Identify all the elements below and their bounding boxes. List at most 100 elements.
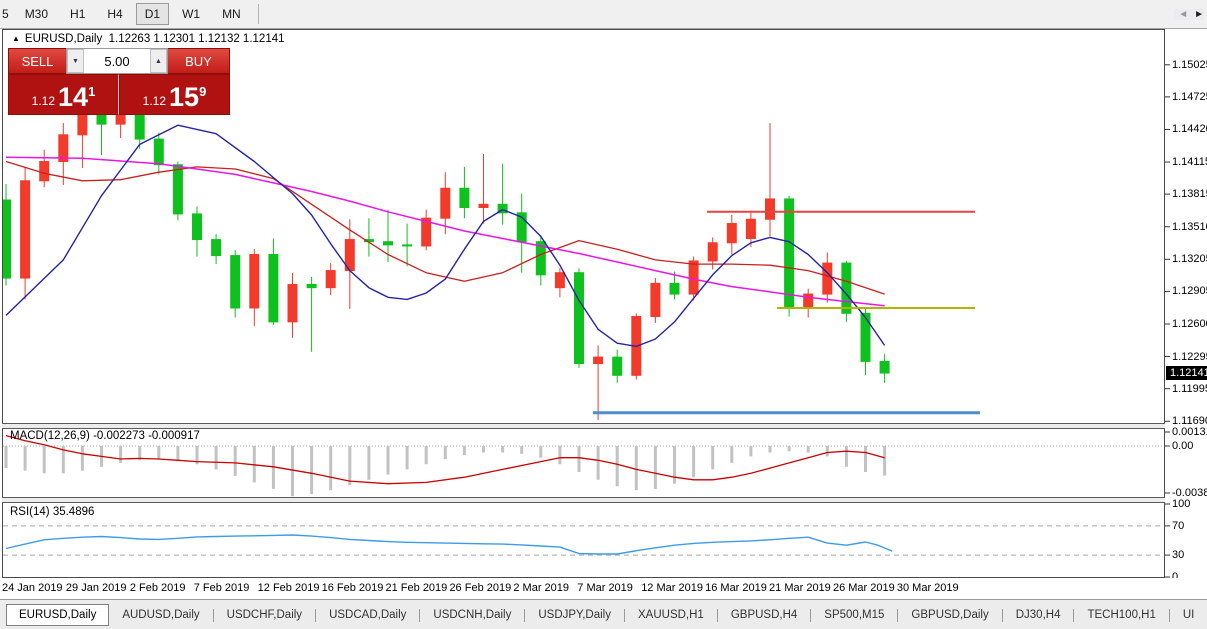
price-tick-label: 1.14725 [1172, 90, 1207, 103]
tab-divider [1073, 608, 1075, 622]
price-tick-label: 1.14420 [1172, 123, 1207, 136]
date-tick-label: 26 Mar 2019 [832, 582, 895, 594]
date-tick-label: 12 Mar 2019 [641, 582, 703, 594]
sell-price-prefix: 1.12 [31, 94, 56, 108]
price-tick-label: 1.12600 [1172, 318, 1207, 330]
tab-divider [897, 608, 899, 622]
tab-divider [419, 608, 421, 622]
tab-tech100-h1[interactable]: TECH100,H1 [1087, 609, 1156, 621]
rsi-tick-label: 0 [1172, 571, 1179, 583]
price-tick-label: 1.13815 [1172, 188, 1207, 201]
timeframe-button-mn[interactable]: MN [222, 7, 241, 21]
sell-price-big: 14 [58, 82, 89, 112]
date-tick-label: 29 Jan 2019 [65, 582, 127, 594]
sell-price-sup: 1 [88, 84, 96, 99]
tab-gbpusd-daily[interactable]: GBPUSD,Daily [911, 609, 989, 621]
tab-divider [716, 608, 718, 622]
date-tick-label: 16 Mar 2019 [705, 582, 767, 594]
date-tick-label: 12 Feb 2019 [257, 582, 320, 594]
tab-divider [212, 608, 214, 622]
price-tick-label: 1.15025 [1172, 58, 1207, 71]
macd-tick-label: 0.001313 [1172, 426, 1207, 438]
macd-tick-label: -0.003862 [1172, 487, 1207, 499]
tab-usdjpy-daily[interactable]: USDJPY,Daily [538, 609, 611, 621]
tab-usdcnh-daily[interactable]: USDCNH,Daily [433, 609, 512, 621]
timeframe-toolbar: 5 M30 H1 H4 D1 W1 MN [0, 0, 1207, 29]
date-tick-label: 16 Feb 2019 [321, 582, 384, 594]
timeframe-button-partial[interactable]: 5 [2, 7, 9, 21]
price-tick-label: 1.13510 [1172, 220, 1207, 233]
tab-eurusd-daily[interactable]: EURUSD,Daily [6, 604, 110, 626]
buy-price-prefix: 1.12 [142, 94, 167, 108]
chart-ohlc-values: 1.12263 1.12301 1.12132 1.12141 [108, 33, 285, 45]
tab-usdchf-daily[interactable]: USDCHF,Daily [226, 609, 303, 621]
chart-symbol-label: EURUSD,Daily [24, 33, 103, 45]
collapse-panel-icon[interactable]: ▲ [12, 34, 20, 43]
tab-usdcad-daily[interactable]: USDCAD,Daily [329, 609, 407, 621]
date-tick-label: 2 Mar 2019 [513, 582, 570, 594]
date-tick-label: 7 Feb 2019 [193, 582, 250, 594]
volume-decrease-icon[interactable]: ▼ [67, 49, 84, 73]
rsi-tick-label: 30 [1172, 549, 1185, 562]
tab-audusd-daily[interactable]: AUDUSD,Daily [122, 609, 200, 621]
volume-increase-icon[interactable]: ▲ [150, 49, 167, 73]
price-tick-label: 1.12295 [1172, 350, 1207, 363]
sell-price-display[interactable]: 1.12 14 1 [8, 74, 119, 115]
tab-divider [1168, 608, 1170, 622]
toolbar-separator [257, 4, 259, 24]
pane-splitter-macd[interactable] [2, 423, 1165, 429]
macd-indicator-label: MACD(12,26,9) -0.002273 -0.000917 [10, 430, 200, 442]
tab-divider [524, 608, 526, 622]
buy-button[interactable]: BUY [168, 48, 230, 74]
price-tick-label: 1.11995 [1172, 382, 1207, 395]
timeframe-button-m30[interactable]: M30 [24, 7, 49, 21]
buy-price-big: 15 [169, 82, 200, 112]
date-tick-label: 21 Feb 2019 [385, 582, 448, 594]
date-tick-label: 21 Mar 2019 [769, 582, 831, 594]
chart-tabs: EURUSD,Daily AUDUSD,Daily USDCHF,Daily USDC… [0, 604, 1207, 626]
macd-tick-label: 0.00 [1172, 440, 1194, 452]
date-tick-label: 24 Jan 2019 [2, 582, 63, 594]
timeframe-button-h1[interactable]: H1 [70, 7, 86, 21]
tab-divider [810, 608, 812, 622]
tab-ui[interactable]: UI [1182, 609, 1195, 621]
price-tick-label: 1.13205 [1172, 253, 1207, 266]
tab-scroll-right-icon[interactable]: ► [1194, 9, 1204, 20]
date-tick-label: 30 Mar 2019 [896, 582, 959, 594]
price-tick-label: 1.12905 [1172, 285, 1207, 298]
sell-button[interactable]: SELL [8, 48, 66, 74]
tab-scroll-left-icon[interactable]: ◄ [1178, 9, 1189, 20]
tab-xauusd-h1[interactable]: XAUUSD,H1 [638, 609, 704, 621]
rsi-indicator-label: RSI(14) 35.4896 [10, 506, 95, 518]
tab-gbpusd-h4[interactable]: GBPUSD,H4 [730, 609, 798, 621]
tab-dj30-h4[interactable]: DJ30,H4 [1015, 609, 1061, 621]
one-click-trading-panel: SELL ▼ 5.00 ▲ BUY 1.12 14 1 1.12 15 9 [8, 48, 230, 115]
pane-splitter-rsi[interactable] [2, 497, 1165, 503]
date-tick-label: 7 Mar 2019 [577, 582, 633, 594]
timeframe-button-d1[interactable]: D1 [135, 3, 170, 25]
timeframe-button-w1[interactable]: W1 [182, 7, 201, 21]
buy-price-display[interactable]: 1.12 15 9 [119, 74, 230, 115]
price-tick-label: 1.14115 [1172, 156, 1207, 169]
date-tick-label: 26 Feb 2019 [449, 582, 512, 594]
volume-box: ▼ 5.00 ▲ [66, 48, 168, 74]
tab-scroll-buttons: ◄ ► [1174, 9, 1204, 20]
tab-divider [315, 608, 317, 622]
current-price-tag: 1.12141 [1166, 366, 1207, 381]
rsi-tick-label: 70 [1172, 519, 1185, 532]
tab-divider [1001, 608, 1003, 622]
date-tick-label: 2 Feb 2019 [129, 582, 186, 594]
volume-input[interactable]: 5.00 [104, 53, 130, 69]
rsi-tick-label: 100 [1172, 498, 1191, 510]
timeframe-buttons: M30 H1 H4 D1 W1 MN [14, 3, 252, 25]
chart-tab-bar: EURUSD,Daily AUDUSD,Daily USDCHF,Daily USDC… [0, 599, 1207, 629]
date-axis: 24 Jan 2019 29 Jan 2019 2 Feb 2019 7 Feb 20… [0, 578, 1207, 599]
timeframe-button-h4[interactable]: H4 [107, 7, 123, 21]
tab-sp500-m15[interactable]: SP500,M15 [824, 609, 885, 621]
chart-title: ▲ EURUSD,Daily 1.12263 1.12301 1.12132 1.… [12, 33, 285, 45]
buy-price-sup: 9 [199, 84, 207, 99]
tab-divider [624, 608, 625, 622]
